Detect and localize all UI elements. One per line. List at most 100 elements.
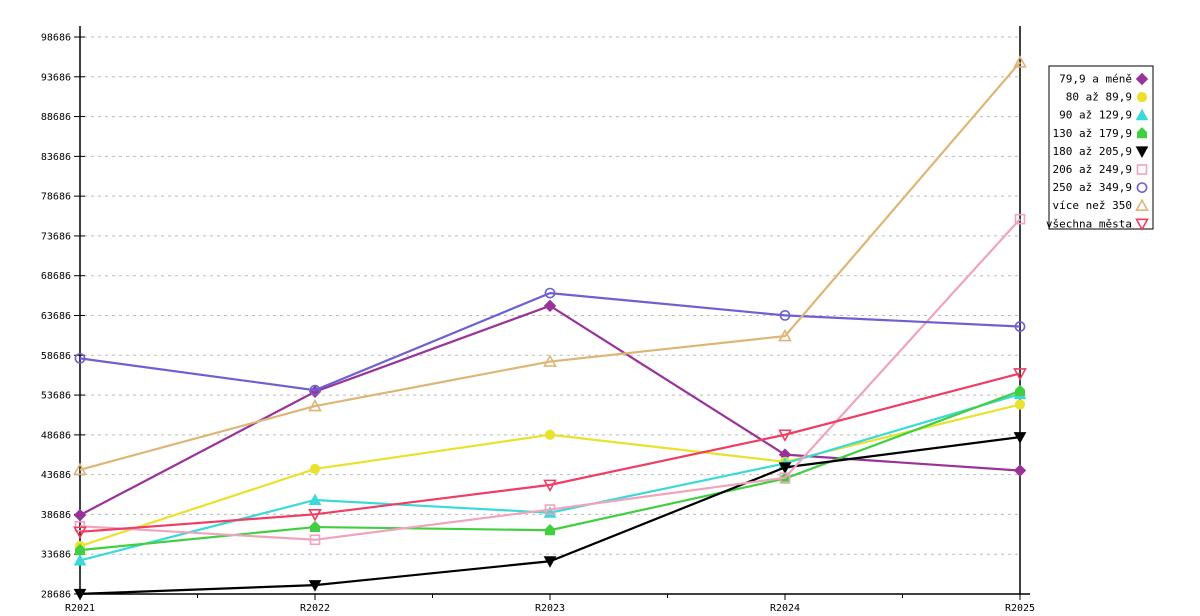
series-marker (73, 526, 87, 539)
series-marker (779, 309, 791, 321)
series-marker (75, 543, 85, 556)
series-5 (74, 213, 1026, 546)
series-marker (74, 352, 86, 364)
series-line (79, 218, 1021, 541)
series-marker (309, 463, 321, 475)
legend-entry: 90 až 129,9 (1059, 108, 1149, 122)
series-3 (75, 384, 1025, 556)
legend-entry: 180 až 205,9 (1053, 145, 1149, 158)
series-marker (543, 354, 557, 367)
y-tick-label: 28686 (41, 590, 71, 601)
legend-box (1048, 65, 1154, 230)
y-tick-label: 48686 (41, 430, 71, 441)
series-marker (1013, 432, 1027, 444)
series-marker (1014, 321, 1026, 332)
series-line (79, 291, 1021, 392)
series-8 (73, 368, 1027, 539)
series-marker (1135, 198, 1149, 211)
series-marker (308, 509, 322, 522)
series-marker (73, 588, 87, 601)
series-2 (73, 387, 1027, 566)
legend-entry-label: více než 350 (1053, 199, 1132, 212)
series-marker (1014, 213, 1026, 225)
series-marker (73, 553, 87, 566)
y-tick-label: 93686 (41, 72, 71, 83)
gridlines (84, 36, 1020, 555)
series-marker (309, 384, 321, 396)
series-marker (1013, 368, 1027, 381)
y-tick-label: 43686 (41, 470, 71, 481)
legend-entry: 206 až 249,9 (1053, 163, 1148, 176)
series-marker (779, 472, 791, 484)
series-marker (1136, 182, 1148, 193)
series-0 (73, 299, 1027, 522)
legend-entry: 130 až 179,9 (1053, 127, 1147, 140)
series-marker (1135, 72, 1149, 86)
legend-entry-label: 79,9 a méně (1059, 73, 1132, 86)
x-tick-label: R2023 (535, 603, 565, 614)
x-tick-label: R2022 (300, 603, 330, 614)
series-marker (310, 520, 320, 533)
series-marker (1136, 92, 1148, 103)
y-tick-label: 58686 (41, 351, 71, 362)
legend-entry: všechna města (1046, 217, 1149, 231)
series-marker (778, 462, 792, 474)
series-marker (308, 580, 322, 592)
y-tick-label: 38686 (41, 510, 71, 521)
series-marker (1135, 218, 1149, 231)
y-tick-label: 98686 (41, 33, 71, 44)
legend-entry-label: 250 až 349,9 (1053, 181, 1132, 194)
series-marker (1014, 399, 1026, 410)
series-marker (1015, 384, 1025, 396)
series-marker (1013, 464, 1027, 477)
series-marker (543, 479, 557, 493)
series-marker (543, 299, 557, 313)
y-tick-label: 73686 (41, 231, 71, 242)
x-tick-label: R2024 (770, 603, 800, 614)
series-marker (73, 462, 87, 476)
series-line (79, 61, 1021, 471)
series-marker (543, 556, 557, 568)
series-6 (74, 287, 1026, 396)
series-marker (1135, 146, 1149, 158)
x-tick-label: R2025 (1005, 603, 1035, 614)
series-marker (309, 534, 321, 546)
legend-entry: 80 až 89,9 (1066, 91, 1148, 104)
series-marker (73, 508, 87, 522)
legend-entry: 79,9 a méně (1059, 72, 1149, 86)
series-marker (544, 287, 556, 299)
series-marker (778, 328, 792, 342)
legend-entry-label: 180 až 205,9 (1053, 145, 1132, 158)
legend-entry-label: 90 až 129,9 (1059, 109, 1132, 122)
x-tick-label: R2021 (65, 603, 95, 614)
series-marker (544, 429, 556, 440)
series-marker (545, 524, 555, 536)
series-marker (308, 493, 322, 505)
legend-entry-label: 80 až 89,9 (1066, 91, 1132, 104)
y-tick-label: 33686 (41, 550, 71, 561)
y-tick-label: 78686 (41, 192, 71, 203)
y-tick-label: 68686 (41, 271, 71, 282)
y-tick-label: 63686 (41, 311, 71, 322)
series-marker (778, 429, 792, 442)
series-marker (1137, 127, 1147, 139)
series-marker (544, 504, 556, 515)
legend: 79,9 a méně 80 až 89,9 90 až 129,9 130 až 1… (1046, 65, 1154, 231)
legend-entry-label: všechna města (1046, 217, 1132, 230)
chart-svg: 28686 33686 38686 43686 48686 53686 58686 63686… (41, 26, 1154, 614)
legend-entry: 250 až 349,9 (1053, 181, 1148, 194)
series-marker (308, 398, 322, 412)
series-marker (1013, 55, 1027, 68)
series-4 (73, 432, 1027, 601)
series-7 (73, 55, 1027, 476)
chart-figure: 28686 33686 38686 43686 48686 53686 58686 63686… (40, 16, 1200, 616)
legend-entry-label: 206 až 249,9 (1053, 163, 1132, 176)
series-line (79, 372, 1021, 533)
series-marker (1135, 108, 1149, 121)
legend-entry-label: 130 až 179,9 (1053, 127, 1132, 140)
y-tick-label: 53686 (41, 391, 71, 402)
y-tick-label: 83686 (41, 152, 71, 163)
legend-entry: více než 350 (1053, 198, 1149, 212)
y-tick-label: 88686 (41, 112, 71, 123)
series-marker (1136, 164, 1148, 175)
